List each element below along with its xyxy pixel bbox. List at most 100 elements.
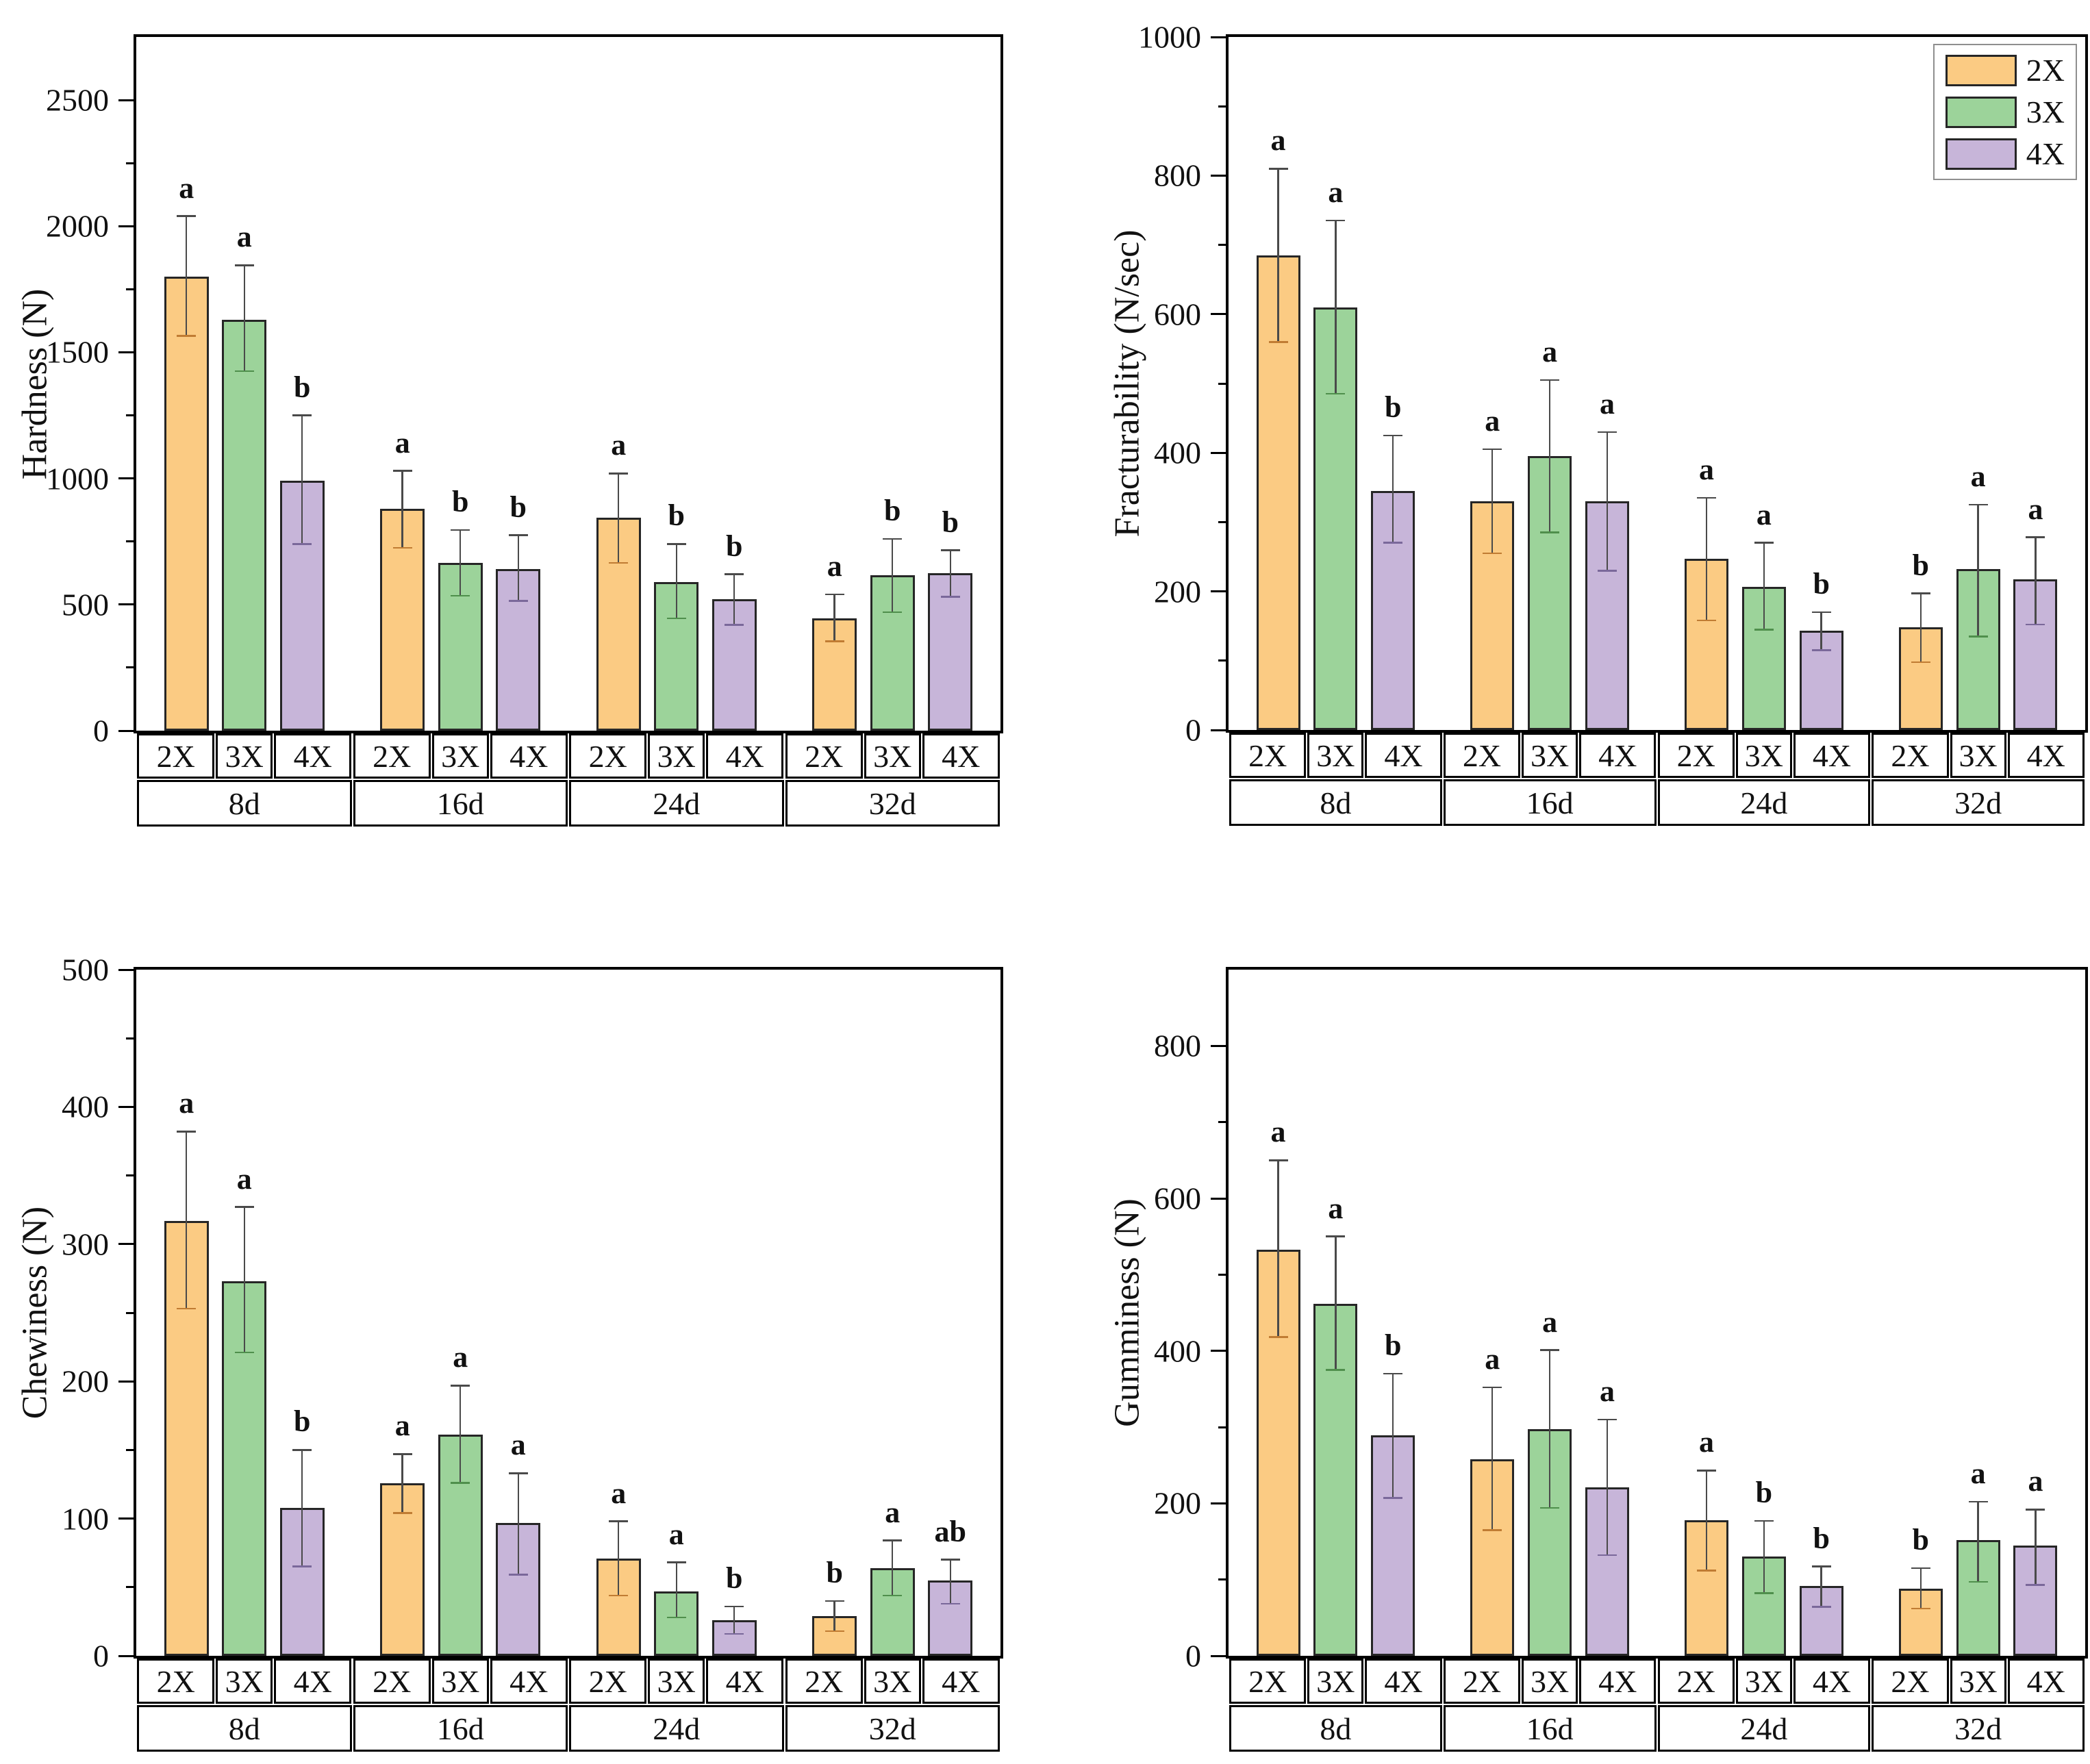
error-bar-bottom-cap: [1268, 1336, 1288, 1338]
significance-letter: b: [668, 499, 685, 533]
series-cell-24d-2X: 2X: [1657, 1659, 1735, 1704]
y-axis-minor-tick: [1218, 1121, 1229, 1124]
series-cell-24d-2X: 2X: [569, 1659, 647, 1704]
series-cell-24d-4X: 4X: [1793, 1659, 1871, 1704]
y-axis-minor-tick: [126, 1037, 136, 1040]
fracturability-y-axis-label: Fracturability (N/sec): [1107, 229, 1147, 538]
bar-8d-4X: [1371, 1435, 1415, 1656]
error-bar-top-cap: [1383, 434, 1403, 437]
bar-32d-4X: [928, 572, 973, 731]
error-bar-bottom-cap: [2026, 623, 2045, 626]
error-bar-line: [459, 1385, 462, 1483]
error-bar-line: [733, 1606, 735, 1634]
significance-letter: a: [611, 1476, 627, 1510]
error-bar-bottom-cap: [1968, 635, 1988, 638]
error-bar-top-cap: [2026, 1508, 2045, 1511]
y-axis-major-tick: [1211, 1502, 1229, 1504]
error-bar-line: [617, 1521, 620, 1596]
error-bar-line: [1335, 1236, 1337, 1370]
significance-letter: a: [2028, 492, 2043, 526]
series-cell-32d-3X: 3X: [1950, 1659, 2006, 1704]
error-bar-bottom-cap: [177, 335, 197, 337]
series-cell-8d-2X: 2X: [137, 733, 215, 779]
bar-8d-3X: [1313, 307, 1358, 730]
y-axis-tick-label: 2000: [46, 208, 109, 244]
y-axis-tick-label: 2500: [46, 82, 109, 118]
error-bar-line: [675, 1562, 677, 1617]
y-axis-major-tick: [1211, 36, 1229, 38]
series-cell-8d-4X: 4X: [274, 1659, 352, 1704]
bar-8d-4X: [1371, 490, 1415, 730]
error-bar-line: [1392, 435, 1394, 543]
significance-letter: a: [236, 1161, 252, 1196]
error-bar-line: [892, 539, 894, 612]
y-axis-minor-tick: [126, 1311, 136, 1314]
error-bar-line: [1491, 449, 1494, 553]
error-bar-top-cap: [883, 1539, 903, 1541]
series-cell-16d-4X: 4X: [490, 733, 568, 779]
y-axis-major-tick: [1211, 174, 1229, 177]
error-bar-top-cap: [1326, 1235, 1346, 1237]
series-cell-8d-3X: 3X: [1307, 733, 1364, 778]
series-cell-16d-3X: 3X: [431, 1659, 489, 1704]
error-bar-top-cap: [177, 1131, 197, 1133]
error-bar-bottom-cap: [1911, 661, 1930, 664]
error-bar-top-cap: [1811, 1565, 1831, 1568]
significance-letter: a: [1756, 497, 1772, 531]
y-axis-tick-label: 1000: [46, 461, 109, 496]
error-bar-line: [517, 535, 519, 601]
error-bar-bottom-cap: [1811, 1606, 1831, 1609]
y-axis-tick-label: 0: [93, 713, 109, 748]
error-bar-top-cap: [1811, 611, 1831, 614]
legend-swatch-2X: [1945, 54, 2017, 86]
significance-letter: a: [2028, 1464, 2043, 1498]
series-cell-8d-3X: 3X: [216, 733, 273, 779]
significance-letter: b: [942, 505, 959, 539]
y-axis-major-tick: [1211, 729, 1229, 731]
y-axis-minor-tick: [126, 666, 136, 669]
y-axis-minor-tick: [1218, 659, 1229, 662]
significance-letter: a: [1328, 1191, 1344, 1225]
error-bar-top-cap: [609, 472, 629, 475]
error-bar-bottom-cap: [1968, 1580, 1988, 1583]
group-cell-8d: 8d: [137, 1705, 352, 1752]
series-cell-16d-4X: 4X: [490, 1659, 568, 1704]
significance-letter: a: [1485, 1342, 1500, 1376]
y-axis-tick-label: 500: [62, 952, 109, 987]
error-bar-bottom-cap: [1811, 649, 1831, 651]
series-cell-8d-2X: 2X: [137, 1659, 215, 1704]
error-bar-bottom-cap: [609, 562, 629, 564]
series-cell-16d-2X: 2X: [1443, 1659, 1521, 1704]
y-axis-tick-label: 400: [1154, 1333, 1201, 1369]
y-axis-tick-label: 1500: [46, 334, 109, 370]
y-axis-tick-label: 200: [62, 1363, 109, 1399]
error-bar-bottom-cap: [292, 543, 312, 545]
error-bar-bottom-cap: [1268, 340, 1288, 343]
significance-letter: a: [394, 1409, 410, 1443]
significance-letter: a: [1270, 1115, 1286, 1149]
series-cell-24d-3X: 3X: [1735, 1659, 1792, 1704]
error-bar-bottom-cap: [725, 623, 744, 626]
significance-letter: a: [236, 220, 252, 254]
error-bar-bottom-cap: [725, 1633, 744, 1635]
hardness-y-axis-label: Hardness (N): [15, 288, 55, 479]
error-bar-top-cap: [292, 1449, 312, 1451]
bar-24d-4X: [712, 1620, 757, 1656]
error-bar-line: [1392, 1374, 1394, 1498]
y-axis-minor-tick: [126, 1586, 136, 1589]
bar-8d-4X: [279, 1507, 325, 1656]
error-bar-bottom-cap: [1326, 392, 1346, 395]
error-bar-top-cap: [725, 1605, 744, 1608]
significance-letter: b: [1384, 1328, 1402, 1363]
error-bar-line: [833, 1600, 835, 1631]
error-bar-top-cap: [1268, 167, 1288, 170]
error-bar-bottom-cap: [508, 599, 528, 602]
group-cell-8d: 8d: [137, 780, 352, 827]
series-cell-24d-3X: 3X: [1735, 733, 1792, 778]
error-bar-bottom-cap: [1754, 628, 1774, 631]
group-cell-32d: 32d: [1872, 779, 2085, 826]
group-cell-24d: 24d: [569, 780, 784, 827]
bar-8d-2X: [164, 276, 209, 731]
error-bar-line: [301, 415, 303, 544]
legend-swatch-4X: [1945, 138, 2017, 170]
